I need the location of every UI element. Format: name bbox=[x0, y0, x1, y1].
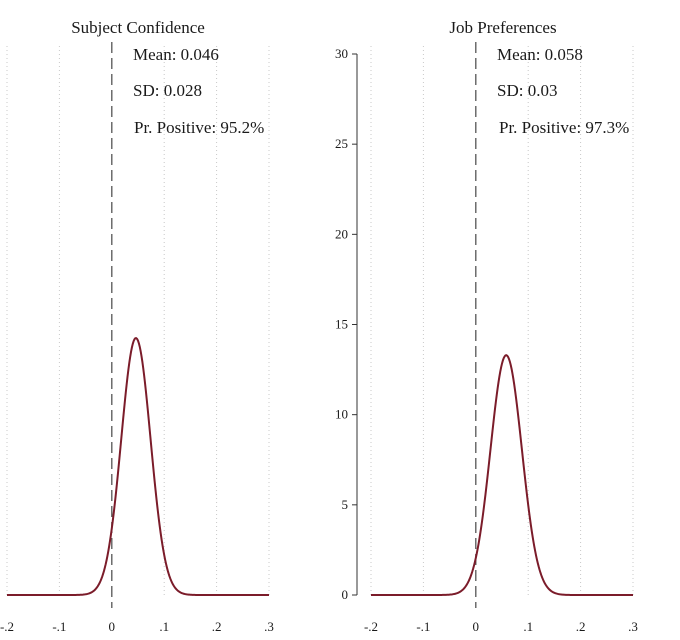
y-tick-label-4: 20 bbox=[335, 226, 348, 241]
x-tick-label-1: -.1 bbox=[52, 619, 66, 634]
x-tick-label-4: .2 bbox=[576, 619, 586, 634]
x-tick-label-3: .1 bbox=[523, 619, 533, 634]
y-tick-label-5: 25 bbox=[335, 136, 348, 151]
x-tick-label-0: -.2 bbox=[364, 619, 378, 634]
mean-annotation: Mean: 0.046 bbox=[133, 45, 219, 64]
y-tick-label-3: 15 bbox=[335, 317, 348, 332]
sd-annotation: SD: 0.028 bbox=[133, 81, 202, 100]
sd-annotation: SD: 0.03 bbox=[497, 81, 557, 100]
pr-positive-annotation: Pr. Positive: 95.2% bbox=[134, 118, 264, 137]
y-tick-label-0: 0 bbox=[342, 587, 349, 602]
y-tick-label-2: 10 bbox=[335, 407, 348, 422]
x-tick-label-2: 0 bbox=[473, 619, 480, 634]
mean-annotation: Mean: 0.058 bbox=[497, 45, 583, 64]
panel-subject-confidence: -.2 -.1 0 .1 .2 .3 Subject Confidence Mean: 0.0… bbox=[0, 18, 274, 634]
x-tick-label-5: .3 bbox=[264, 619, 274, 634]
density-curve bbox=[371, 354, 633, 596]
panel-title: Job Preferences bbox=[449, 18, 556, 37]
pr-positive-annotation: Pr. Positive: 97.3% bbox=[499, 118, 629, 137]
x-tick-label-3: .1 bbox=[159, 619, 169, 634]
x-tick-label-0: -.2 bbox=[0, 619, 14, 634]
density-curve bbox=[7, 337, 269, 596]
panel-title: Subject Confidence bbox=[71, 18, 205, 37]
x-tick-label-1: -.1 bbox=[416, 619, 430, 634]
x-tick-label-4: .2 bbox=[212, 619, 222, 634]
x-tick-label-5: .3 bbox=[628, 619, 638, 634]
x-tick-label-2: 0 bbox=[109, 619, 116, 634]
panel-job-preferences: 0 5 10 15 20 25 30 -.2 -.1 0 .1 .2 .3 Job Preferences… bbox=[335, 18, 638, 634]
y-tick-label-1: 5 bbox=[342, 497, 349, 512]
y-tick-label-6: 30 bbox=[335, 46, 348, 61]
